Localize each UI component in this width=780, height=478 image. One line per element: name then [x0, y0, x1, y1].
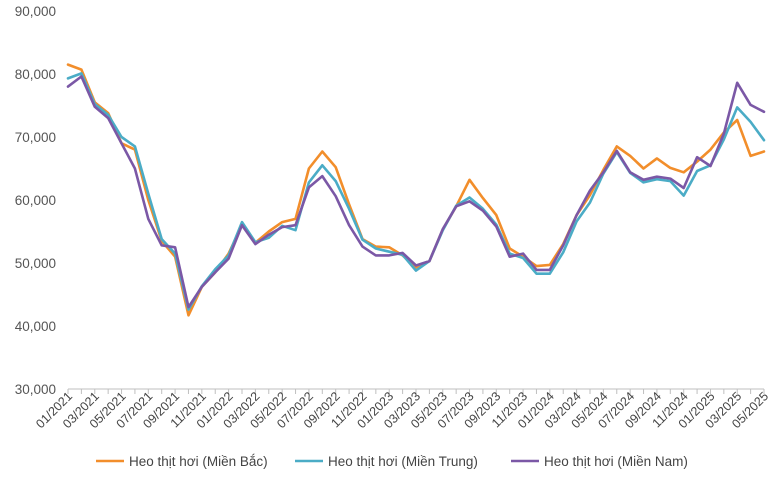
series-layer — [66, 63, 766, 317]
y-tick-label: 80,000 — [15, 67, 56, 82]
series-line-2 — [66, 72, 766, 311]
series-line-1 — [66, 63, 766, 317]
legend-item: Heo thịt hơi (Miền Trung) — [295, 454, 478, 469]
legend-item: Heo thịt hơi (Miền Nam) — [511, 454, 688, 469]
legend-label: Heo thịt hơi (Miền Bắc) — [129, 454, 268, 469]
y-tick-label: 40,000 — [15, 319, 56, 334]
y-tick-label: 60,000 — [15, 193, 56, 208]
y-axis: 30,000 40,000 50,000 60,000 70,000 80,000 90,0… — [15, 4, 56, 397]
legend-label: Heo thịt hơi (Miền Trung) — [328, 454, 478, 469]
x-axis: 01/202103/202105/202107/202109/202111/20… — [33, 388, 771, 431]
y-tick-label: 70,000 — [15, 130, 56, 145]
y-tick-label: 50,000 — [15, 256, 56, 271]
legend-label: Heo thịt hơi (Miền Nam) — [544, 454, 688, 469]
legend-item: Heo thịt hơi (Miền Bắc) — [96, 454, 268, 469]
legend: Heo thịt hơi (Miền Bắc) Heo thịt hơi (Miề… — [96, 454, 688, 469]
series-line-3 — [66, 75, 766, 309]
y-tick-label: 30,000 — [15, 382, 56, 397]
y-tick-label: 90,000 — [15, 4, 56, 19]
